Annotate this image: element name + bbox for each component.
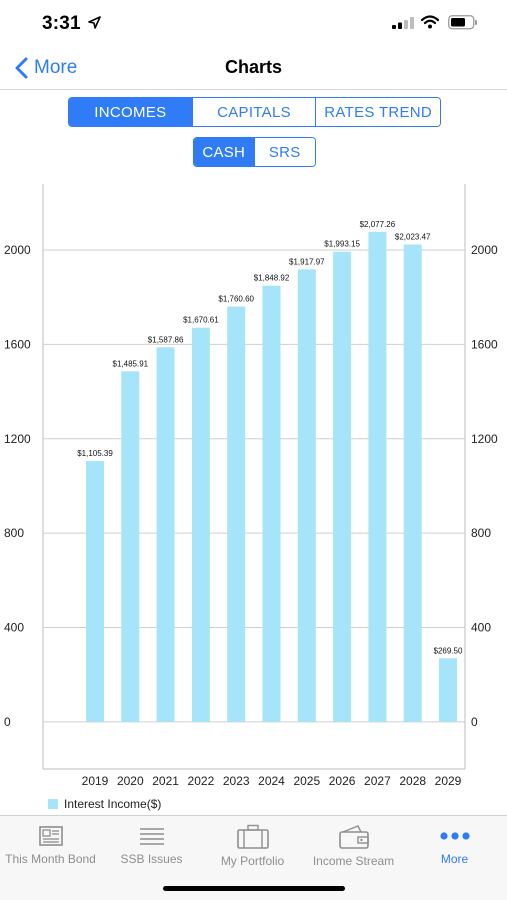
x-tick-label: 2024 bbox=[258, 774, 285, 788]
bar bbox=[403, 244, 422, 722]
x-tick-label: 2022 bbox=[188, 774, 215, 788]
bar-value-label: $1,587.86 bbox=[148, 335, 184, 344]
tab-label: More bbox=[440, 852, 469, 866]
bar-value-label: $2,077.26 bbox=[360, 220, 396, 229]
bar-value-label: $1,848.92 bbox=[254, 274, 290, 283]
income-bar-chart: 0 0 400 400 800 800 1200 1200 1600 1600 2000 2000 $1… bbox=[4, 184, 498, 788]
tab-label: Income Stream bbox=[312, 854, 395, 868]
y-tick-label-left: 800 bbox=[4, 526, 24, 540]
bar bbox=[368, 231, 387, 722]
bar bbox=[439, 658, 457, 722]
wifi-icon bbox=[421, 15, 439, 29]
y-tick-label-right: 1200 bbox=[471, 432, 498, 446]
segment-capitals[interactable]: CAPITALS bbox=[192, 98, 317, 126]
segment-cash[interactable]: CASH bbox=[194, 138, 255, 166]
bar bbox=[262, 285, 281, 722]
y-tick-label-right: 2000 bbox=[471, 243, 498, 257]
x-tick-label: 2025 bbox=[293, 774, 320, 788]
tab-this-month-bond[interactable]: This Month Bond bbox=[0, 816, 101, 876]
y-tick-label-left: 1200 bbox=[4, 432, 31, 446]
newspaper-icon bbox=[38, 826, 63, 846]
chevron-left-icon bbox=[15, 57, 28, 79]
back-button[interactable]: More bbox=[14, 55, 77, 81]
x-tick-label: 2027 bbox=[364, 774, 391, 788]
bar-value-label: $1,917.97 bbox=[289, 257, 325, 266]
y-tick-label-right: 0 bbox=[471, 715, 478, 729]
x-tick-label: 2026 bbox=[329, 774, 356, 788]
back-button-label: More bbox=[34, 57, 78, 78]
page-title: Charts bbox=[224, 57, 282, 77]
y-tick-label-left: 400 bbox=[4, 620, 24, 634]
y-tick-label-left: 1600 bbox=[4, 337, 31, 351]
x-tick-label: 2020 bbox=[117, 774, 144, 788]
x-tick-label: 2023 bbox=[223, 774, 250, 788]
bar bbox=[86, 461, 104, 722]
chart-area: 0 0 400 400 800 800 1200 1200 1600 1600 2000 2000 $1… bbox=[0, 180, 507, 820]
battery-icon bbox=[448, 15, 477, 30]
x-tick-label: 2028 bbox=[399, 774, 426, 788]
tab-my-portfolio[interactable]: My Portfolio bbox=[202, 816, 303, 876]
bar bbox=[156, 347, 175, 722]
status-time: 3:31 bbox=[42, 13, 81, 34]
x-tick-label: 2029 bbox=[435, 774, 462, 788]
segment-srs[interactable]: SRS bbox=[254, 138, 315, 166]
tab-bar: This Month Bond SSB Issues My Portfolio … bbox=[0, 815, 507, 900]
y-tick-label-right: 1600 bbox=[471, 337, 498, 351]
legend-swatch bbox=[48, 799, 58, 809]
y-tick-label-left: 2000 bbox=[4, 243, 31, 257]
x-tick-label: 2019 bbox=[82, 774, 109, 788]
bar-value-label: $1,670.61 bbox=[183, 316, 219, 325]
bar bbox=[297, 269, 316, 722]
wallet-icon bbox=[338, 825, 369, 849]
tab-label: This Month Bond bbox=[5, 852, 96, 866]
status-bar: 3:31 bbox=[0, 0, 507, 46]
x-tick-label: 2021 bbox=[152, 774, 179, 788]
list-lines-icon bbox=[139, 828, 164, 845]
bar-value-label: $269.50 bbox=[434, 646, 463, 655]
tab-more[interactable]: More bbox=[404, 816, 505, 876]
tab-label: SSB Issues bbox=[120, 852, 183, 866]
tab-income-stream[interactable]: Income Stream bbox=[303, 816, 404, 876]
navigation-bar: More Charts bbox=[0, 46, 507, 90]
legend-label: Interest Income($) bbox=[64, 797, 162, 811]
segment-rates-trend[interactable]: RATES TREND bbox=[316, 98, 440, 126]
tab-label: My Portfolio bbox=[220, 854, 285, 868]
location-arrow-icon bbox=[88, 16, 101, 29]
segment-incomes[interactable]: INCOMES bbox=[69, 98, 193, 126]
tab-ssb-issues[interactable]: SSB Issues bbox=[101, 816, 202, 876]
y-tick-label-right: 400 bbox=[471, 620, 491, 634]
home-indicator bbox=[163, 886, 345, 891]
bar-value-label: $1,485.91 bbox=[113, 359, 149, 368]
bar-value-label: $1,993.15 bbox=[324, 240, 360, 249]
bar bbox=[227, 306, 246, 722]
cellular-signal-icon bbox=[392, 17, 414, 29]
bar bbox=[191, 327, 210, 722]
chart-type-segmented-control: INCOMES CAPITALS RATES TREND bbox=[68, 97, 441, 127]
bar bbox=[121, 371, 140, 722]
y-tick-label-left: 0 bbox=[4, 715, 11, 729]
chart-legend: Interest Income($) bbox=[48, 797, 161, 811]
account-type-segmented-control: CASH SRS bbox=[193, 137, 316, 167]
bar-value-label: $1,760.60 bbox=[218, 295, 254, 304]
bar bbox=[333, 251, 352, 722]
y-tick-label-right: 800 bbox=[471, 526, 491, 540]
briefcase-icon bbox=[236, 824, 269, 849]
more-dots-icon bbox=[439, 832, 470, 840]
bar-value-label: $2,023.47 bbox=[395, 233, 431, 242]
bar-value-label: $1,105.39 bbox=[77, 449, 113, 458]
